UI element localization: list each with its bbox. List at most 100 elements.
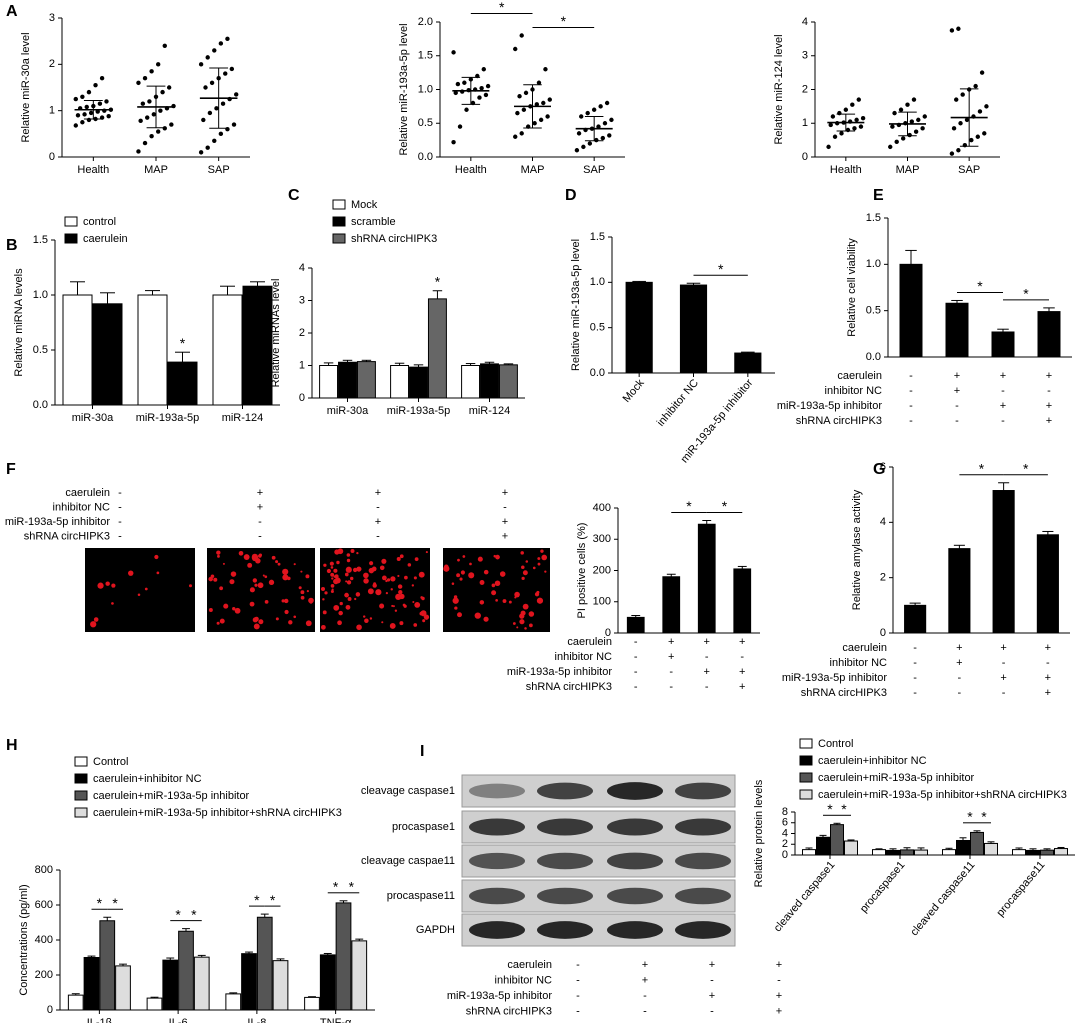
bar bbox=[319, 365, 339, 399]
condition-label: miR-193a-5p inhibitor bbox=[507, 666, 612, 678]
legend-swatch bbox=[74, 756, 88, 767]
y-tick-label: 200 bbox=[593, 564, 611, 576]
pi-cell bbox=[537, 557, 541, 561]
pi-cell bbox=[219, 618, 225, 624]
condition-sign: - bbox=[118, 516, 122, 528]
bar bbox=[225, 993, 242, 1011]
pi-cell bbox=[282, 568, 289, 575]
data-point bbox=[519, 33, 524, 38]
condition-sign: + bbox=[642, 959, 648, 971]
panel-label: D bbox=[565, 187, 577, 204]
x-tick-label: Health bbox=[830, 164, 862, 176]
pi-cell bbox=[483, 569, 489, 575]
data-point bbox=[198, 62, 204, 67]
pi-cell bbox=[223, 603, 229, 609]
condition-sign: - bbox=[909, 400, 913, 412]
condition-sign: - bbox=[740, 651, 744, 663]
condition-sign: + bbox=[704, 666, 710, 678]
bar bbox=[256, 916, 273, 1011]
data-point bbox=[958, 121, 963, 126]
x-tick-label: procaspase11 bbox=[994, 859, 1047, 919]
data-point bbox=[88, 110, 94, 116]
pi-cell bbox=[392, 605, 395, 608]
data-point bbox=[850, 102, 855, 107]
bar bbox=[1012, 849, 1026, 856]
pi-cell bbox=[293, 563, 296, 566]
y-tick-label: 2 bbox=[880, 572, 886, 584]
data-point bbox=[477, 95, 482, 100]
bar bbox=[679, 284, 708, 374]
condition-sign: + bbox=[1045, 672, 1051, 684]
y-tick-label: 6 bbox=[782, 817, 788, 829]
bar bbox=[115, 965, 131, 1011]
bar bbox=[242, 285, 273, 406]
data-point bbox=[203, 85, 208, 90]
data-point bbox=[82, 112, 87, 117]
pi-cell bbox=[217, 554, 220, 558]
condition-sign: + bbox=[954, 385, 960, 397]
x-tick-label: Health bbox=[77, 164, 109, 176]
pi-cell bbox=[262, 574, 265, 577]
condition-sign: - bbox=[1046, 657, 1050, 669]
data-point bbox=[86, 117, 92, 123]
pi-cell bbox=[144, 587, 148, 591]
significance-mark: * bbox=[827, 801, 833, 817]
data-point bbox=[151, 112, 157, 117]
pi-cell bbox=[329, 561, 334, 566]
pi-cell bbox=[216, 550, 221, 555]
condition-label: caerulein bbox=[837, 370, 882, 382]
significance-mark: * bbox=[435, 273, 441, 289]
bar bbox=[900, 849, 914, 856]
pi-cell bbox=[368, 567, 375, 574]
panel-label: C bbox=[288, 187, 300, 204]
pi-cell bbox=[390, 576, 396, 582]
pi-cell bbox=[420, 596, 423, 599]
data-point bbox=[138, 118, 143, 124]
pi-cell bbox=[128, 570, 134, 576]
y-tick-label: 4 bbox=[299, 262, 305, 274]
condition-sign: - bbox=[503, 501, 507, 513]
data-point bbox=[832, 134, 838, 139]
y-tick-label: 0.0 bbox=[33, 399, 48, 411]
condition-label: inhibitor NC bbox=[825, 385, 883, 397]
data-point bbox=[543, 67, 548, 72]
data-point bbox=[136, 149, 141, 154]
x-tick-label: IL-8 bbox=[247, 1017, 266, 1023]
pi-cell bbox=[229, 579, 235, 585]
data-point bbox=[858, 124, 864, 129]
data-point bbox=[604, 100, 610, 106]
y-axis-label: Relative miR-124 level bbox=[773, 34, 785, 144]
pi-cell bbox=[93, 617, 99, 622]
data-point bbox=[856, 97, 861, 102]
condition-label: shRNA circHIPK3 bbox=[526, 681, 612, 693]
significance-mark: * bbox=[981, 809, 987, 825]
data-point bbox=[225, 36, 230, 42]
x-tick-label: cleaved caspase1 bbox=[772, 859, 838, 934]
panel-label: H bbox=[6, 737, 18, 754]
data-point bbox=[609, 117, 614, 123]
data-point bbox=[225, 127, 230, 132]
pi-cell bbox=[97, 582, 104, 589]
condition-sign: + bbox=[1000, 400, 1006, 412]
pi-cell bbox=[483, 616, 489, 622]
data-point bbox=[73, 96, 78, 102]
pi-cell bbox=[499, 571, 506, 577]
data-point bbox=[916, 117, 921, 123]
y-tick-label: 0.5 bbox=[33, 344, 48, 356]
pi-cell bbox=[398, 589, 403, 595]
data-point bbox=[523, 90, 529, 96]
pi-cell bbox=[454, 606, 458, 610]
x-tick-label: MAP bbox=[144, 164, 168, 176]
condition-sign: + bbox=[709, 959, 715, 971]
pi-cell bbox=[391, 604, 394, 607]
pi-cell bbox=[363, 615, 366, 618]
pi-cell bbox=[251, 553, 259, 561]
condition-sign: - bbox=[634, 666, 638, 678]
pi-cell bbox=[331, 588, 334, 591]
pi-cell bbox=[528, 611, 535, 617]
data-point bbox=[229, 66, 235, 72]
data-point bbox=[212, 48, 217, 53]
data-point bbox=[960, 92, 965, 97]
y-tick-label: 0 bbox=[802, 151, 808, 163]
condition-sign: - bbox=[1002, 657, 1006, 669]
